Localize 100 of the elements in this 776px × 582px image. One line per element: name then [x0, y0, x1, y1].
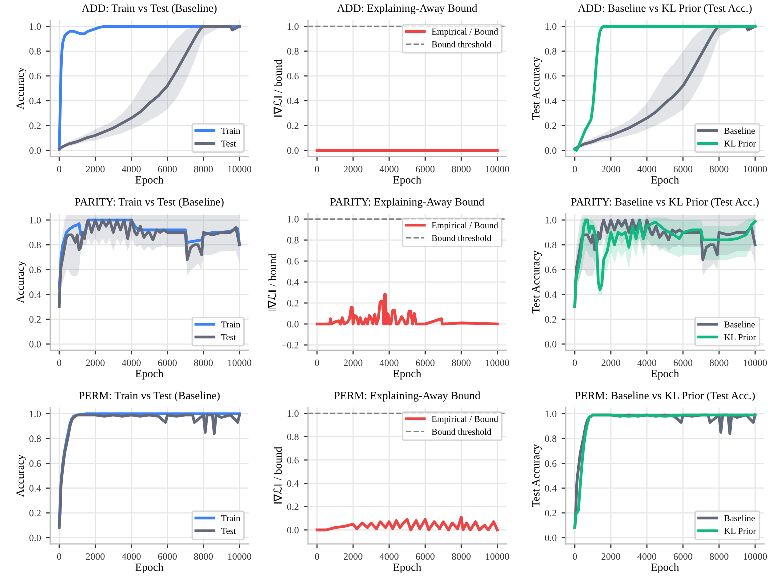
- y-tick-label: 0.2: [287, 122, 299, 130]
- y-axis-title: Test Accuracy: [532, 57, 542, 120]
- x-tick-label: 6000: [158, 360, 177, 366]
- y-tick-label: 0.0: [545, 534, 557, 542]
- y-axis-title: ‖∇ℒ‖ / bound: [274, 447, 282, 504]
- x-tick-label: 0: [57, 166, 62, 173]
- y-tick-label: 1.0: [30, 217, 42, 224]
- y-tick-label: 1.0: [288, 410, 299, 418]
- y-tick-label: 0.2: [30, 122, 41, 130]
- y-tick-label: 0.4: [30, 485, 42, 492]
- y-tick-label: 0.4: [30, 292, 42, 298]
- chart-title: PERM: Train vs Test (Baseline): [79, 392, 220, 402]
- y-tick-label: 1.0: [546, 23, 557, 30]
- x-tick-label: 8000: [194, 360, 214, 366]
- x-tick-label: 2000: [86, 166, 105, 173]
- x-tick-label: 2000: [344, 553, 363, 560]
- y-tick-label: 0.8: [30, 48, 42, 55]
- y-tick-label: 0.0: [30, 534, 42, 542]
- y-tick-label: 0.0: [287, 147, 299, 154]
- y-axis-title: Accuracy: [16, 261, 26, 304]
- y-tick-label: 0.0: [30, 147, 42, 154]
- y-tick-label: 0.6: [287, 258, 299, 265]
- x-tick-label: 6000: [674, 553, 693, 560]
- x-tick-label: 4000: [638, 166, 657, 173]
- y-tick-label: 0.6: [287, 457, 299, 464]
- x-tick-label: 4000: [380, 553, 399, 560]
- x-axis-title: Epoch: [651, 370, 680, 380]
- x-tick-label: 0: [315, 553, 320, 560]
- y-tick-label: 0.4: [30, 98, 42, 104]
- legend-label: Train: [222, 128, 240, 134]
- x-tick-label: 2000: [602, 553, 620, 560]
- chart-title: PARITY: Explaining-Away Bound: [330, 198, 484, 208]
- y-tick-label: 0.0: [287, 321, 299, 328]
- x-tick-label: 4000: [638, 360, 657, 366]
- legend-label: Test: [222, 528, 236, 534]
- x-axis-title: Epoch: [394, 563, 422, 574]
- line-series: [316, 516, 499, 532]
- y-axis-title: Accuracy: [16, 67, 26, 110]
- y-tick-label: 0.4: [287, 480, 300, 488]
- y-tick-label: 0.2: [545, 316, 556, 323]
- x-tick-label: 10000: [486, 360, 510, 366]
- x-tick-label: 10000: [744, 360, 768, 366]
- legend-label: Bound threshold: [432, 41, 492, 48]
- y-tick-label: 0.8: [287, 237, 299, 244]
- y-tick-label: −0.2: [282, 342, 299, 349]
- y-tick-label: 0.6: [30, 266, 42, 274]
- x-tick-label: 4000: [638, 553, 657, 560]
- chart-title: PERM: Baseline vs KL Prior (Test Acc.): [575, 392, 755, 402]
- y-tick-label: 1.0: [546, 410, 557, 418]
- y-tick-label: 0.2: [545, 510, 556, 517]
- y-tick-label: 0.0: [545, 147, 557, 154]
- x-axis-title: Epoch: [651, 563, 680, 574]
- x-tick-label: 10000: [486, 553, 510, 560]
- y-tick-label: 0.4: [545, 292, 557, 298]
- y-tick-label: 0.8: [545, 48, 557, 55]
- y-axis-title: Test Accuracy: [532, 250, 542, 314]
- x-tick-label: 4000: [122, 360, 141, 366]
- y-tick-label: 0.8: [545, 436, 557, 442]
- y-tick-label: 1.0: [30, 410, 42, 418]
- x-tick-label: 4000: [380, 360, 399, 366]
- y-tick-label: 0.2: [545, 122, 556, 130]
- x-tick-label: 2000: [602, 360, 620, 366]
- y-tick-label: 0.8: [30, 242, 42, 249]
- x-tick-label: 0: [315, 360, 320, 366]
- x-tick-label: 4000: [122, 166, 141, 173]
- y-tick-label: 0.2: [287, 504, 299, 510]
- x-tick-label: 0: [57, 360, 62, 366]
- y-tick-label: 0.6: [545, 460, 557, 468]
- y-tick-label: 0.6: [30, 460, 42, 468]
- x-tick-label: 8000: [452, 360, 471, 366]
- legend-label: Baseline: [724, 128, 755, 134]
- chart-title: ADD: Baseline vs KL Prior (Test Acc.): [578, 4, 752, 14]
- y-tick-label: 0.8: [287, 48, 299, 55]
- chart-title: PERM: Explaining-Away Bound: [334, 392, 481, 402]
- x-tick-label: 6000: [674, 360, 693, 366]
- x-tick-label: 10000: [744, 166, 768, 173]
- x-tick-label: 8000: [452, 553, 471, 560]
- legend-label: Test: [222, 334, 236, 341]
- legend-label: KL Prior: [724, 140, 756, 147]
- x-axis-title: Epoch: [394, 176, 422, 186]
- y-tick-label: 1.0: [30, 23, 42, 30]
- legend-label: Empirical / Bound: [432, 416, 498, 424]
- x-axis-title: Epoch: [394, 370, 422, 380]
- x-tick-label: 0: [573, 360, 578, 366]
- y-tick-label: 0.6: [287, 73, 299, 80]
- x-tick-label: 0: [315, 166, 320, 173]
- x-tick-label: 0: [57, 553, 62, 560]
- legend-label: KL Prior: [724, 528, 756, 534]
- x-tick-label: 10000: [744, 553, 768, 560]
- x-tick-label: 6000: [158, 553, 177, 560]
- legend-label: Bound threshold: [432, 235, 492, 242]
- y-tick-label: 0.6: [30, 73, 42, 80]
- x-tick-label: 6000: [674, 166, 693, 173]
- x-tick-label: 10000: [228, 360, 252, 366]
- y-tick-label: 0.8: [287, 434, 299, 440]
- legend-label: Test: [222, 140, 236, 147]
- x-tick-label: 10000: [228, 166, 252, 173]
- x-tick-label: 2000: [86, 360, 105, 366]
- legend-label: Empirical / Bound: [432, 222, 498, 230]
- y-axis-title: ‖∇ℒ‖ / bound: [268, 253, 277, 311]
